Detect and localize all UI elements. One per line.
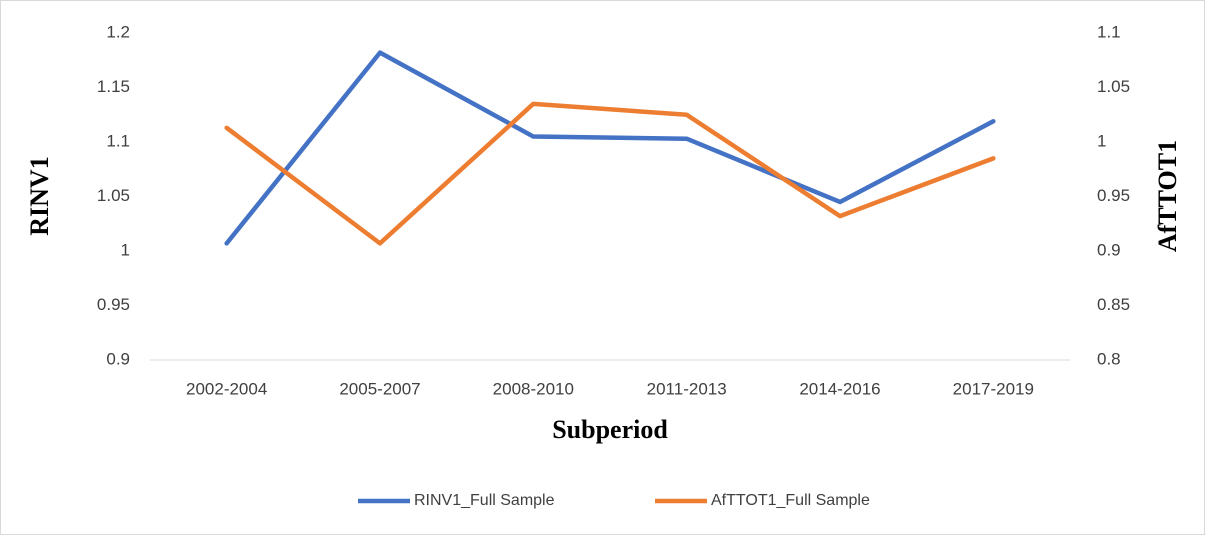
data-line (224, 50, 996, 246)
x-tick-label: 2017-2019 (953, 379, 1034, 398)
y-tick-label: 0.95 (97, 295, 130, 314)
y-tick-label: 1 (121, 240, 130, 259)
y-tick-label: 1.15 (97, 77, 130, 96)
y-tick-label: 1.05 (97, 186, 130, 205)
y-axis-title: RINV1 (25, 156, 54, 235)
x-axis-title: Subperiod (552, 415, 668, 444)
legend-label: AfTTOT1_Full Sample (711, 492, 870, 509)
y2-tick-label: 0.95 (1097, 186, 1130, 205)
y-tick-label: 0.9 (106, 349, 130, 368)
x-tick-label: 2014-2016 (799, 379, 880, 398)
y-tick-label: 1.1 (106, 131, 130, 150)
y2-tick-label: 0.8 (1097, 349, 1121, 368)
x-tick-label: 2008-2010 (493, 379, 574, 398)
y2-tick-label: 0.85 (1097, 295, 1130, 314)
x-tick-label: 2002-2004 (186, 379, 267, 398)
x-tick-label: 2011-2013 (647, 379, 727, 398)
y2-tick-label: 1.1 (1097, 22, 1121, 41)
y2-axis-title: AfTTOT1 (1153, 140, 1182, 252)
y2-tick-label: 1 (1097, 131, 1106, 150)
y2-tick-label: 1.05 (1097, 77, 1130, 96)
y-tick-label: 1.2 (106, 22, 130, 41)
legend-label: RINV1_Full Sample (414, 492, 555, 509)
y2-tick-label: 0.9 (1097, 240, 1121, 259)
data-line (224, 101, 996, 246)
x-tick-label: 2005-2007 (339, 379, 420, 398)
